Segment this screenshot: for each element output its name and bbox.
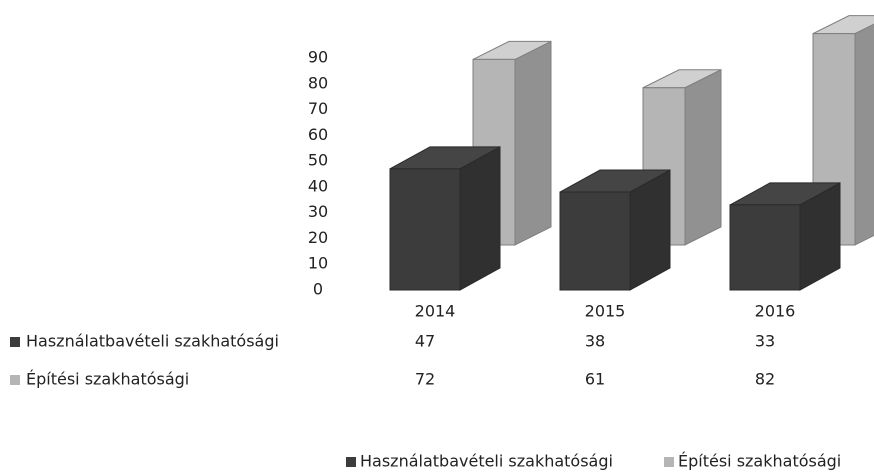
y-tick-label: 50 — [308, 151, 328, 170]
table-value: 33 — [755, 332, 775, 351]
y-tick-label: 90 — [308, 48, 328, 67]
bar-face — [684, 68, 722, 246]
table-value: 82 — [755, 370, 775, 389]
table-value: 38 — [585, 332, 605, 351]
legend-swatch — [10, 337, 20, 347]
row-label: Építési szakhatósági — [26, 370, 189, 389]
x-tick-label: 2016 — [755, 302, 796, 321]
table-value: 61 — [585, 370, 605, 389]
legend-swatch — [10, 375, 20, 385]
bar — [729, 182, 841, 291]
y-tick-label: 30 — [308, 202, 328, 221]
bar — [642, 68, 722, 246]
table-value: 47 — [415, 332, 435, 351]
y-tick-label: 20 — [308, 228, 328, 247]
bar-face — [559, 191, 631, 291]
y-tick-label: 0 — [313, 280, 323, 299]
y-tick-label: 80 — [308, 73, 328, 92]
bar-face — [514, 40, 552, 246]
bar — [389, 145, 501, 291]
bar-face — [459, 145, 501, 291]
legend-swatch — [664, 457, 674, 467]
bar-face — [854, 23, 874, 246]
x-tick-label: 2014 — [415, 302, 456, 321]
bar — [559, 169, 671, 291]
legend-label: Építési szakhatósági — [678, 452, 841, 471]
legend-swatch — [346, 457, 356, 467]
table-value: 72 — [415, 370, 435, 389]
row-label: Használatbavételi szakhatósági — [26, 332, 279, 351]
y-tick-label: 60 — [308, 125, 328, 144]
legend-label: Használatbavételi szakhatósági — [360, 452, 613, 471]
y-tick-label: 10 — [308, 254, 328, 273]
bar-face — [389, 168, 461, 291]
y-tick-label: 40 — [308, 176, 328, 195]
bar-face — [729, 204, 801, 291]
x-tick-label: 2015 — [585, 302, 626, 321]
y-tick-label: 70 — [308, 99, 328, 118]
